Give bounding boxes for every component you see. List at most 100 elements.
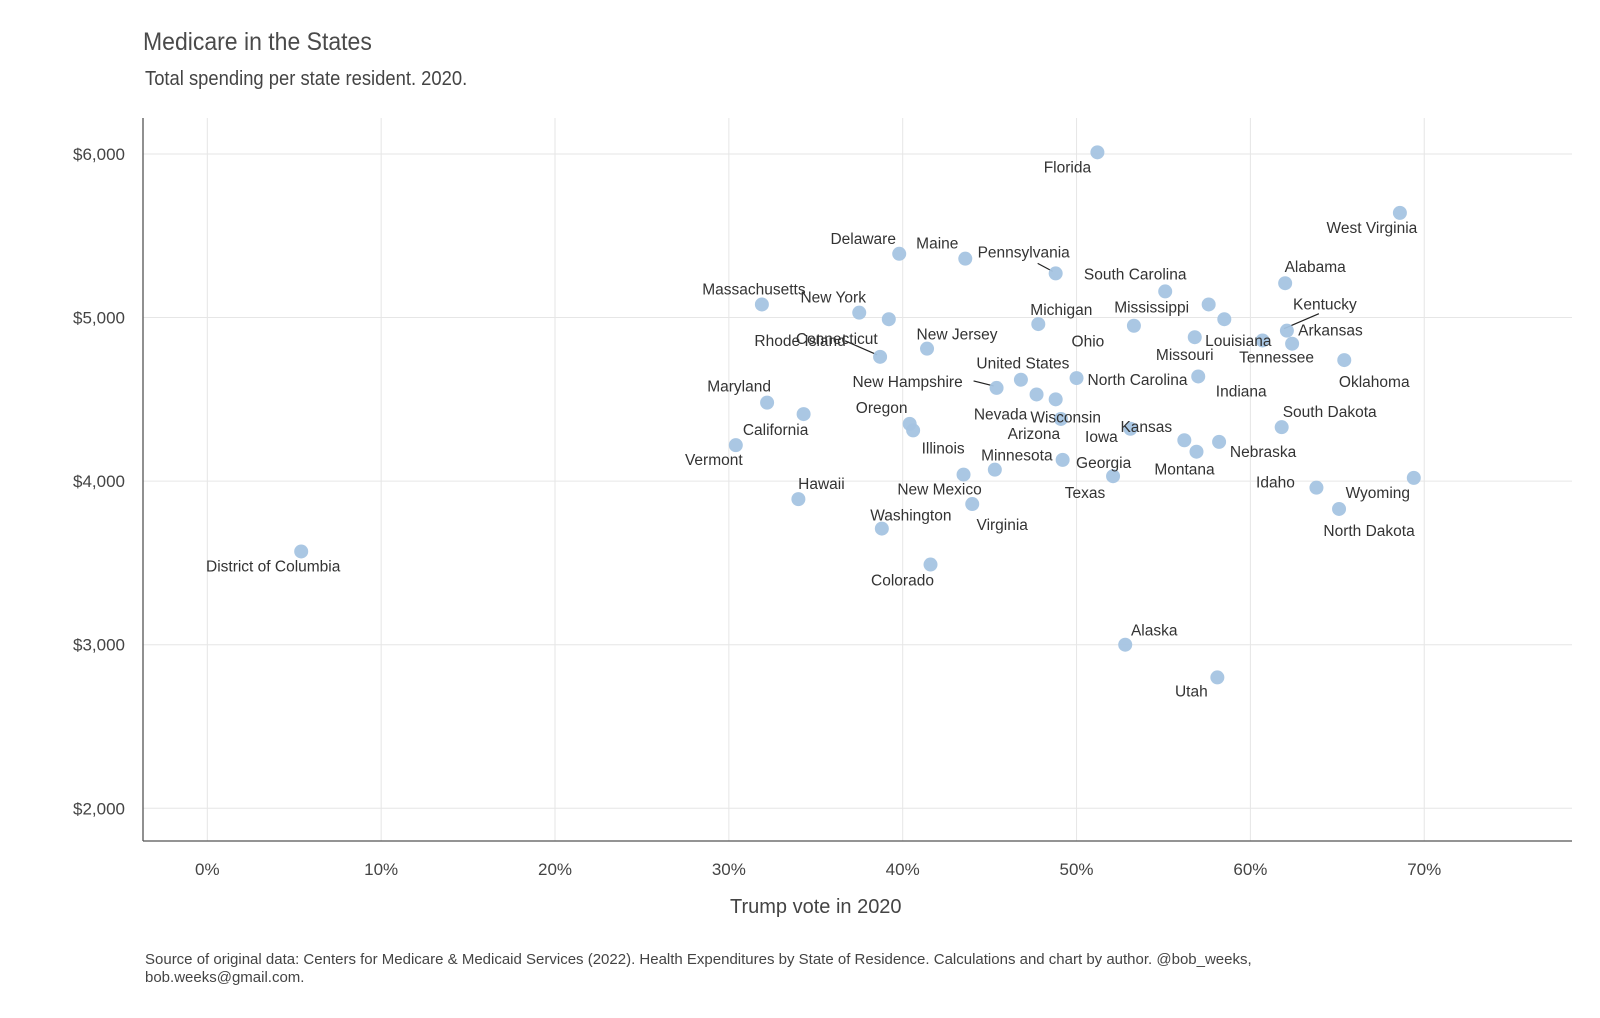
- data-point: [791, 492, 806, 507]
- point-label: Rhode Island: [754, 333, 845, 350]
- label-leader-line: [844, 340, 878, 356]
- data-point: [873, 349, 888, 364]
- point-label: Delaware: [830, 231, 895, 248]
- point-label: New York: [800, 290, 866, 307]
- point-label: Minnesota: [981, 448, 1053, 465]
- x-tick-label: 20%: [538, 860, 572, 879]
- point-label: Vermont: [685, 452, 743, 469]
- point-label: Washington: [870, 508, 951, 525]
- point-label: Virginia: [977, 517, 1029, 534]
- data-point: [1090, 145, 1105, 160]
- point-label: Oregon: [856, 400, 908, 417]
- data-point: [1210, 670, 1225, 685]
- data-point: [1031, 317, 1046, 332]
- point-label: Pennsylvania: [978, 244, 1071, 261]
- point-label: Arizona: [1008, 426, 1061, 443]
- point-label: West Virginia: [1327, 220, 1418, 237]
- data-point: [987, 462, 1002, 477]
- point-label: Massachusetts: [702, 281, 806, 298]
- axes: [142, 118, 1572, 842]
- data-point: [881, 312, 896, 327]
- data-point: [1191, 369, 1206, 384]
- point-label: Connecticut: [796, 331, 879, 348]
- data-point: [1158, 284, 1173, 299]
- data-point: [1069, 371, 1084, 386]
- data-point: [1106, 469, 1121, 484]
- y-tick-label: $4,000: [73, 472, 125, 491]
- point-label: New Hampshire: [852, 374, 962, 391]
- data-point: [923, 557, 938, 572]
- label-leader-lines: [844, 262, 1320, 387]
- point-label: Colorado: [871, 573, 934, 590]
- data-point: [1212, 434, 1227, 449]
- point-label: North Carolina: [1088, 372, 1188, 389]
- data-point: [956, 467, 971, 482]
- x-tick-label: 50%: [1060, 860, 1094, 879]
- x-tick-label: 10%: [364, 860, 398, 879]
- x-axis-title: Trump vote in 2020: [730, 896, 902, 918]
- data-point: [1406, 470, 1421, 485]
- y-tick-label: $3,000: [73, 636, 125, 655]
- data-point: [989, 380, 1004, 395]
- point-label: Florida: [1044, 159, 1092, 176]
- data-point: [754, 297, 769, 312]
- data-point: [965, 497, 980, 512]
- tick-labels: 0% 10% 20% 30% 40% 50% 60% 70% $2,000 $3,000 $4,00…: [73, 145, 1441, 879]
- x-tick-label: 70%: [1407, 860, 1441, 879]
- data-point: [1123, 421, 1138, 436]
- data-point: [1048, 266, 1063, 281]
- point-label: Illinois: [922, 440, 965, 457]
- y-tick-label: $6,000: [73, 145, 125, 164]
- data-point: [1053, 411, 1068, 426]
- data-point: [1309, 480, 1324, 495]
- data-point: [294, 544, 309, 559]
- point-label: Wisconsin: [1030, 409, 1101, 426]
- y-tick-label: $2,000: [73, 799, 125, 818]
- point-label: Alaska: [1131, 623, 1178, 640]
- point-label: Nevada: [974, 406, 1028, 423]
- gridlines: [143, 118, 1572, 841]
- data-point: [1274, 420, 1289, 435]
- data-point: [1332, 501, 1347, 516]
- point-label: Mississippi: [1114, 299, 1189, 316]
- point-label: Missouri: [1156, 347, 1214, 364]
- data-point: [1013, 372, 1028, 387]
- point-label: Michigan: [1030, 302, 1092, 319]
- point-label: Kentucky: [1293, 297, 1357, 314]
- data-points: [294, 145, 1421, 685]
- data-point: [1201, 297, 1216, 312]
- point-label: New Mexico: [897, 482, 981, 499]
- point-label: Louisiana: [1205, 333, 1272, 350]
- y-tick-label: $5,000: [73, 309, 125, 328]
- source-caption: Source of original data: Centers for Med…: [145, 951, 1252, 986]
- point-label: Tennessee: [1239, 349, 1314, 366]
- data-point: [1177, 433, 1192, 448]
- point-label: Ohio: [1072, 334, 1105, 351]
- data-point: [906, 423, 921, 438]
- data-point: [1126, 318, 1141, 333]
- data-point: [796, 407, 811, 422]
- point-label: Wyoming: [1346, 485, 1410, 502]
- data-point: [1285, 336, 1300, 351]
- x-tick-label: 40%: [886, 860, 920, 879]
- point-label: Georgia: [1076, 455, 1132, 472]
- point-label: Iowa: [1085, 429, 1118, 446]
- point-label: United States: [976, 356, 1069, 373]
- data-point: [920, 341, 935, 356]
- point-label: District of Columbia: [206, 558, 341, 575]
- point-label: New Jersey: [917, 327, 998, 344]
- point-label: Nebraska: [1230, 444, 1297, 461]
- point-label: Texas: [1065, 485, 1106, 502]
- data-point: [892, 246, 907, 261]
- x-tick-label: 0%: [195, 860, 220, 879]
- point-label: Indiana: [1216, 383, 1267, 400]
- data-point: [1278, 276, 1293, 291]
- chart-title: Medicare in the States: [143, 28, 372, 56]
- data-point: [1392, 205, 1407, 220]
- data-point: [874, 521, 889, 536]
- x-tick-label: 60%: [1233, 860, 1267, 879]
- point-label: Hawaii: [798, 476, 845, 493]
- point-label: Utah: [1175, 683, 1208, 700]
- data-point: [1048, 392, 1063, 407]
